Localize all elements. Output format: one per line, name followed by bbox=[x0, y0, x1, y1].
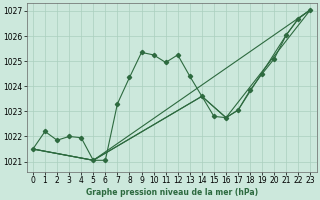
X-axis label: Graphe pression niveau de la mer (hPa): Graphe pression niveau de la mer (hPa) bbox=[86, 188, 258, 197]
